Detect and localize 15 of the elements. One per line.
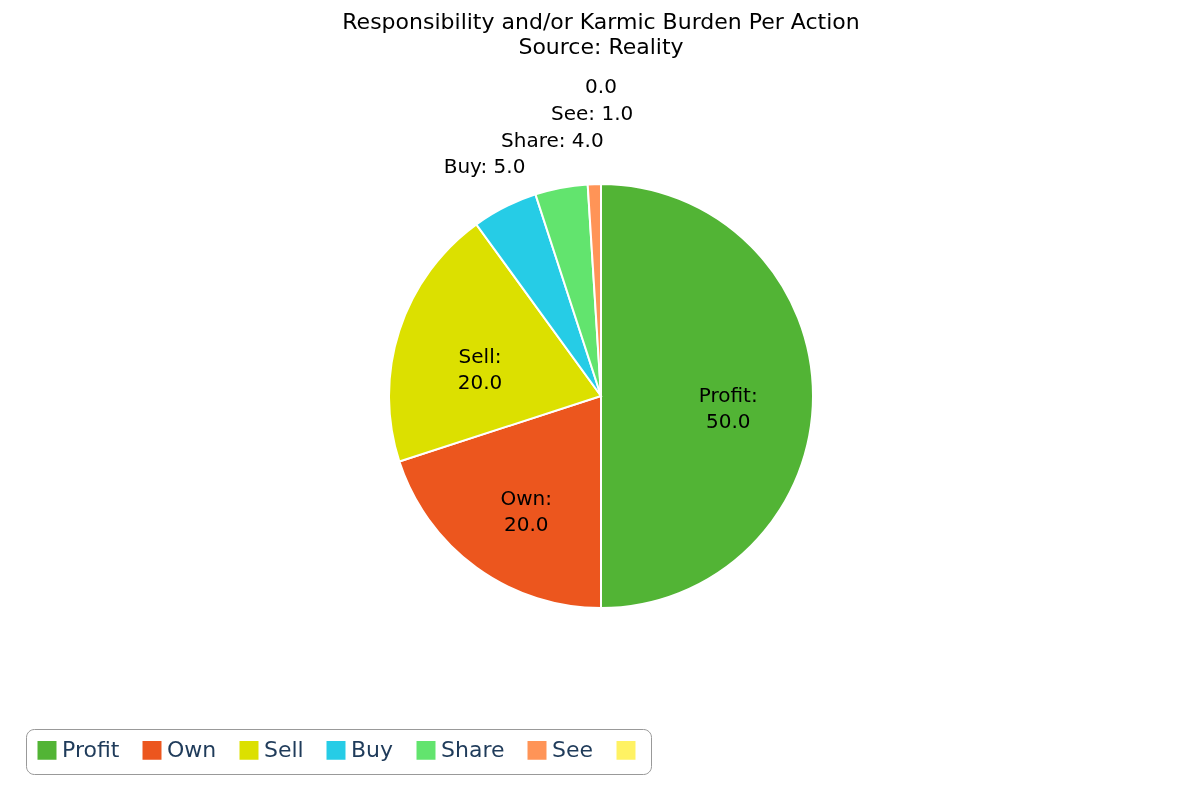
data-label: See: 1.0 — [551, 100, 634, 125]
data-label: Share: 4.0 — [501, 128, 604, 153]
legend-label: Own — [167, 737, 217, 763]
data-label: Profit: 50.0 — [698, 383, 758, 433]
legend-label: Buy — [351, 737, 394, 763]
legend-label: Sell — [264, 737, 304, 763]
chart-subtitle: Source: Reality — [518, 34, 684, 59]
legend-label: See — [552, 737, 594, 763]
text: 0.0 — [585, 74, 617, 98]
legend-label: Share — [441, 737, 505, 763]
data-label: Buy: 5.0 — [443, 154, 526, 179]
legend-label: Profit — [62, 737, 120, 763]
chart-title: Responsibility and/or Karmic Burden Per Action — [342, 9, 860, 34]
data-label: Own: 20.0 — [500, 485, 552, 536]
data-label: Sell: 20.0 — [457, 343, 503, 394]
